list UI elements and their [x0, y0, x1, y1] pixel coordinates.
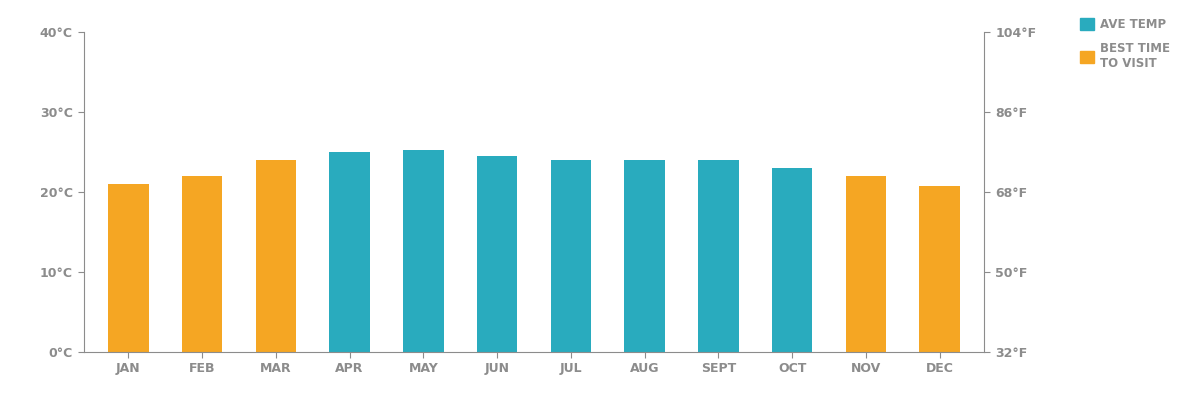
- Bar: [772, 168, 812, 352]
- Bar: [329, 152, 370, 352]
- Legend: AVE TEMP, BEST TIME
TO VISIT: AVE TEMP, BEST TIME TO VISIT: [1080, 18, 1170, 70]
- Bar: [108, 184, 149, 352]
- Bar: [403, 150, 444, 352]
- Bar: [624, 160, 665, 352]
- Bar: [256, 160, 296, 352]
- Bar: [846, 176, 887, 352]
- Bar: [476, 156, 517, 352]
- Bar: [919, 186, 960, 352]
- Bar: [551, 160, 592, 352]
- Bar: [698, 160, 739, 352]
- Bar: [181, 176, 222, 352]
